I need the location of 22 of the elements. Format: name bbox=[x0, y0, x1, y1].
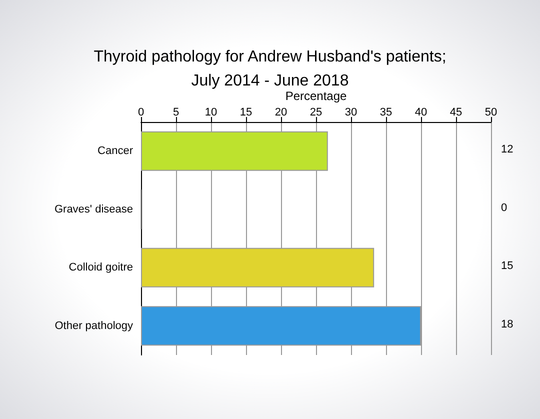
chart-title: Thyroid pathology for Andrew Husband's patients; bbox=[94, 48, 446, 66]
text: 15 bbox=[501, 260, 514, 272]
text: 0 bbox=[501, 202, 508, 214]
x-tick-label: 5 bbox=[172, 106, 180, 118]
x-tick-label: 45 bbox=[450, 106, 462, 118]
y-tick-label: Other pathology bbox=[54, 320, 134, 332]
x-tick-label: 15 bbox=[240, 106, 252, 118]
x-tick-label: 10 bbox=[204, 106, 218, 118]
x-axis-title: Percentage bbox=[285, 89, 348, 104]
text: 12 bbox=[501, 144, 514, 156]
x-tick-label: 50 bbox=[484, 106, 498, 118]
y-tick-label: Colloid goitre bbox=[68, 262, 133, 274]
x-tick-label: 25 bbox=[310, 106, 322, 118]
x-tick-label: 20 bbox=[274, 106, 288, 118]
x-tick-label: 40 bbox=[414, 106, 428, 118]
y-tick-label: Graves' disease bbox=[54, 203, 133, 216]
chart-subtitle: July 2014 - June 2018 bbox=[191, 72, 349, 90]
x-tick-label: 35 bbox=[380, 106, 392, 118]
text: 18 bbox=[501, 318, 514, 330]
x-tick-label: 0 bbox=[138, 106, 144, 118]
x-tick-label: 30 bbox=[344, 106, 358, 118]
y-tick-label: Cancer bbox=[98, 145, 134, 158]
